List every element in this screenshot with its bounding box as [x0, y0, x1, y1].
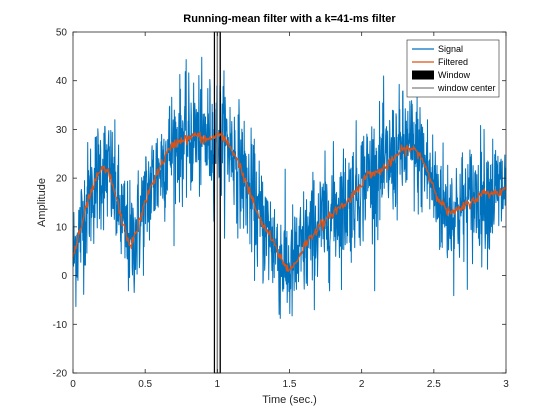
- x-tick-label: 0.5: [138, 379, 152, 390]
- x-tick-label: 2: [359, 379, 365, 390]
- chart-title: Running-mean filter with a k=41-ms filte…: [183, 13, 396, 25]
- filtered-line: [72, 131, 507, 273]
- x-tick-label: 2.5: [427, 379, 441, 390]
- legend-items: Signal Filtered Window window center: [412, 44, 496, 93]
- legend-label: Filtered: [438, 57, 468, 67]
- legend-entry: Window: [412, 70, 471, 80]
- legend-label: Signal: [438, 44, 463, 54]
- window-layer: [213, 31, 221, 374]
- legend-entry: Signal: [412, 44, 463, 54]
- signal-layer: [72, 56, 507, 319]
- y-tick-label: 40: [56, 76, 68, 87]
- y-tick-label: 0: [61, 271, 67, 282]
- y-tick-label: -20: [53, 369, 68, 380]
- x-tick-label: 0: [70, 379, 76, 390]
- legend-swatch: [412, 70, 434, 80]
- x-axis-label: Time (sec.): [262, 394, 317, 406]
- y-tick-label: 30: [56, 125, 68, 136]
- x-tick-label: 1.5: [283, 379, 297, 390]
- legend: Signal Filtered Window window center: [406, 39, 500, 98]
- signal-line: [72, 56, 507, 319]
- legend-label: window center: [437, 83, 496, 93]
- legend-entry: Filtered: [412, 57, 468, 67]
- legend-label: Window: [438, 70, 471, 80]
- x-tick-label: 1: [215, 379, 221, 390]
- y-tick-label: -10: [53, 320, 68, 331]
- x-tick-label: 3: [503, 379, 509, 390]
- axis-ticks: 0 0.5 1 1.5 2 2.5 3 -20 -10 0 10 20 30 40 50: [53, 28, 510, 391]
- legend-entry: window center: [412, 83, 496, 93]
- y-tick-label: 50: [56, 28, 68, 39]
- filtered-layer: [72, 131, 507, 273]
- y-axis-label: Amplitude: [36, 178, 48, 227]
- y-tick-label: 10: [56, 222, 68, 233]
- y-tick-label: 20: [56, 174, 68, 185]
